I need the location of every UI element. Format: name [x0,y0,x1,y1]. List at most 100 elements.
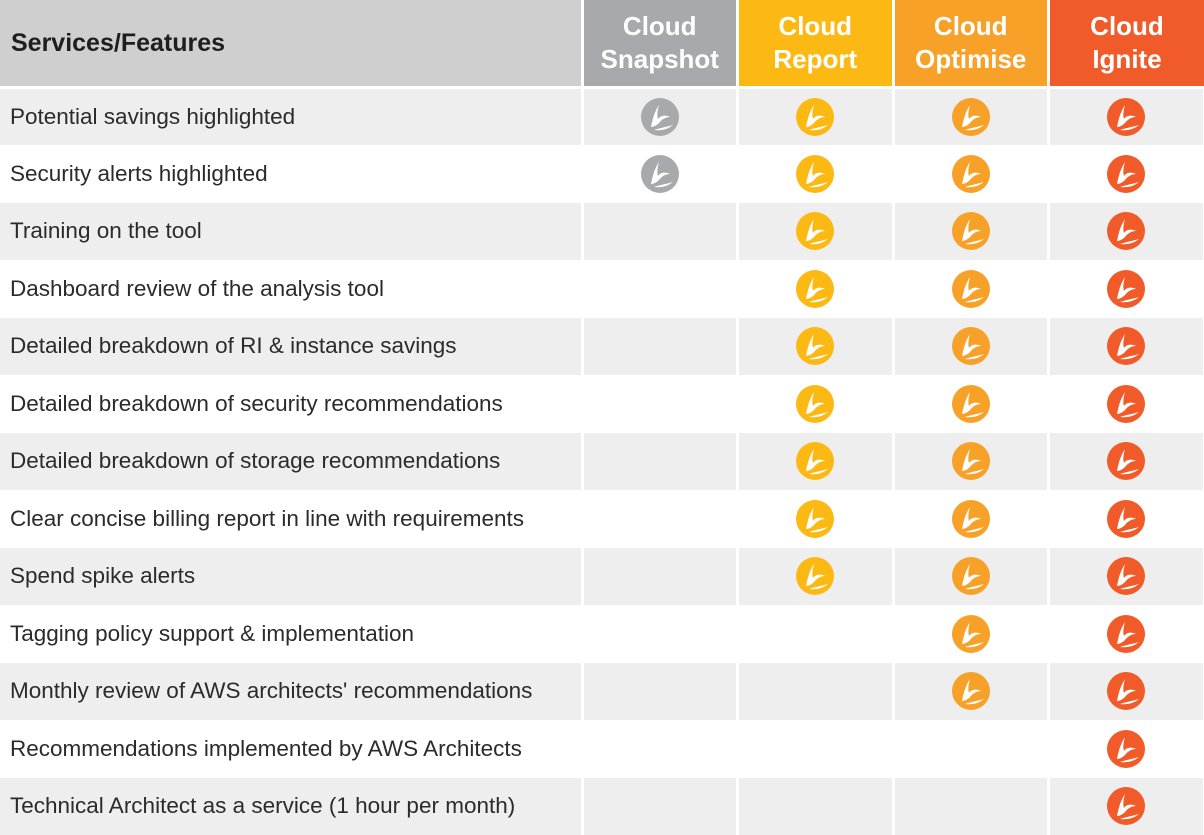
table-row: Detailed breakdown of RI & instance savi… [0,318,1204,376]
brand-logo-icon [951,211,991,251]
cell-optimise [893,88,1049,146]
cell-report [738,433,894,491]
cell-report [738,145,894,203]
cell-optimise [893,490,1049,548]
plan-name-line1: Cloud [739,10,892,43]
brand-logo-icon [1106,556,1146,596]
cell-snapshot [582,88,738,146]
cell-snapshot [582,318,738,376]
brand-logo-icon [1106,384,1146,424]
feature-label: Dashboard review of the analysis tool [0,260,582,318]
cell-report [738,663,894,721]
feature-label: Tagging policy support & implementation [0,605,582,663]
brand-logo-icon [951,499,991,539]
cell-optimise [893,203,1049,261]
cell-optimise [893,778,1049,835]
cell-report [738,88,894,146]
feature-label: Recommendations implemented by AWS Archi… [0,720,582,778]
brand-logo-icon [640,97,680,137]
cell-snapshot [582,490,738,548]
cell-ignite [1049,145,1204,203]
cell-report [738,605,894,663]
brand-logo-icon [1106,729,1146,769]
table-row: Technical Architect as a service (1 hour… [0,778,1204,835]
plan-name-line2: Snapshot [584,43,737,76]
table-row: Detailed breakdown of security recommend… [0,375,1204,433]
feature-label: Potential savings highlighted [0,88,582,146]
cell-report [738,490,894,548]
brand-logo-icon [795,154,835,194]
cell-snapshot [582,548,738,606]
brand-logo-icon [1106,211,1146,251]
plan-name-line1: Cloud [584,10,737,43]
cell-snapshot [582,778,738,835]
cell-ignite [1049,88,1204,146]
table-row: Tagging policy support & implementation [0,605,1204,663]
table-row: Detailed breakdown of storage recommenda… [0,433,1204,491]
table-row: Clear concise billing report in line wit… [0,490,1204,548]
brand-logo-icon [1106,786,1146,826]
brand-logo-icon [951,384,991,424]
brand-logo-icon [795,211,835,251]
cell-report [738,548,894,606]
brand-logo-icon [951,154,991,194]
table-row: Training on the tool [0,203,1204,261]
brand-logo-icon [951,97,991,137]
cell-snapshot [582,145,738,203]
cell-optimise [893,548,1049,606]
brand-logo-icon [1106,441,1146,481]
cell-report [738,375,894,433]
cell-ignite [1049,433,1204,491]
brand-logo-icon [1106,326,1146,366]
cell-ignite [1049,720,1204,778]
brand-logo-icon [795,97,835,137]
brand-logo-icon [795,556,835,596]
cell-snapshot [582,663,738,721]
brand-logo-icon [1106,269,1146,309]
brand-logo-icon [951,671,991,711]
brand-logo-icon [795,326,835,366]
feature-label: Detailed breakdown of RI & instance savi… [0,318,582,376]
cell-ignite [1049,490,1204,548]
feature-label: Training on the tool [0,203,582,261]
cell-snapshot [582,605,738,663]
brand-logo-icon [795,269,835,309]
brand-logo-icon [1106,499,1146,539]
brand-logo-icon [951,269,991,309]
table-row: Spend spike alerts [0,548,1204,606]
plan-name-line2: Report [739,43,892,76]
plan-name-line1: Cloud [895,10,1048,43]
brand-logo-icon [951,441,991,481]
brand-logo-icon [795,499,835,539]
brand-logo-icon [951,614,991,654]
cell-ignite [1049,375,1204,433]
table-row: Potential savings highlighted [0,88,1204,146]
table-row: Security alerts highlighted [0,145,1204,203]
cell-optimise [893,318,1049,376]
feature-label: Detailed breakdown of storage recommenda… [0,433,582,491]
cell-optimise [893,375,1049,433]
cell-snapshot [582,203,738,261]
cell-optimise [893,663,1049,721]
cell-snapshot [582,433,738,491]
brand-logo-icon [1106,154,1146,194]
brand-logo-icon [1106,614,1146,654]
cell-ignite [1049,605,1204,663]
feature-label: Technical Architect as a service (1 hour… [0,778,582,835]
feature-label: Monthly review of AWS architects' recomm… [0,663,582,721]
brand-logo-icon [951,326,991,366]
brand-logo-icon [1106,97,1146,137]
cell-report [738,778,894,835]
cell-optimise [893,145,1049,203]
brand-logo-icon [1106,671,1146,711]
cell-ignite [1049,778,1204,835]
cell-ignite [1049,260,1204,318]
table-row: Dashboard review of the analysis tool [0,260,1204,318]
table-row: Monthly review of AWS architects' recomm… [0,663,1204,721]
features-column-header: Services/Features [0,0,582,88]
cell-optimise [893,433,1049,491]
